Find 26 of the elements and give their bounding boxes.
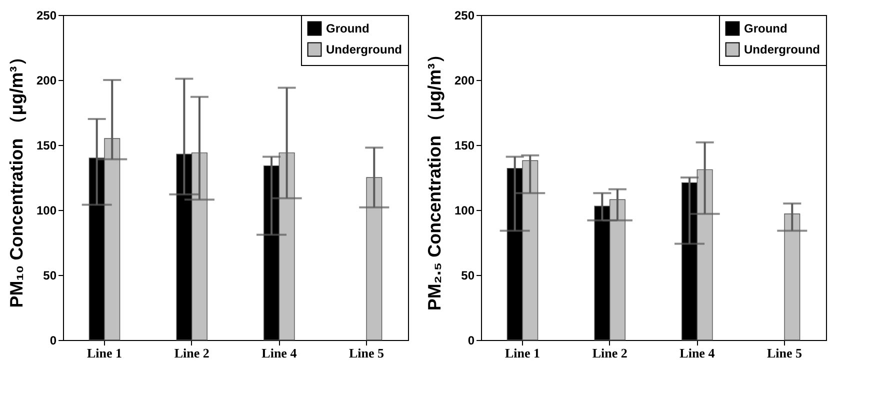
y-tick-label: 0 bbox=[50, 334, 57, 348]
legend-label: Underground bbox=[326, 42, 402, 56]
y-axis-title: PM₁₀ Concentration （μg/m³） bbox=[6, 48, 26, 308]
y-axis-title: PM₂.₅ Concentration （μg/m³） bbox=[424, 45, 444, 311]
x-tick-label: Line 2 bbox=[174, 346, 210, 360]
legend-label: Ground bbox=[744, 22, 788, 36]
y-tick-label: 200 bbox=[454, 74, 475, 88]
y-tick-label: 150 bbox=[36, 138, 57, 152]
x-tick-label: Line 5 bbox=[766, 346, 803, 360]
y-tick-label: 250 bbox=[454, 8, 475, 22]
y-tick-label: 150 bbox=[454, 138, 475, 152]
y-tick-label: 100 bbox=[36, 204, 57, 218]
legend-label: Ground bbox=[326, 22, 370, 36]
y-tick-label: 100 bbox=[454, 204, 475, 218]
x-tick-label: Line 2 bbox=[592, 346, 628, 360]
y-tick-label: 50 bbox=[43, 268, 57, 282]
x-tick-label: Line 4 bbox=[680, 346, 716, 360]
y-tick-label: 50 bbox=[461, 268, 475, 282]
y-tick-label: 250 bbox=[36, 8, 57, 22]
y-tick-label: 0 bbox=[468, 334, 475, 348]
x-tick-label: Line 4 bbox=[262, 346, 298, 360]
x-tick-label: Line 5 bbox=[348, 346, 385, 360]
x-tick-label: Line 1 bbox=[86, 346, 122, 360]
y-tick-label: 200 bbox=[36, 74, 57, 88]
legend-label: Underground bbox=[744, 42, 820, 56]
x-tick-label: Line 1 bbox=[504, 346, 540, 360]
